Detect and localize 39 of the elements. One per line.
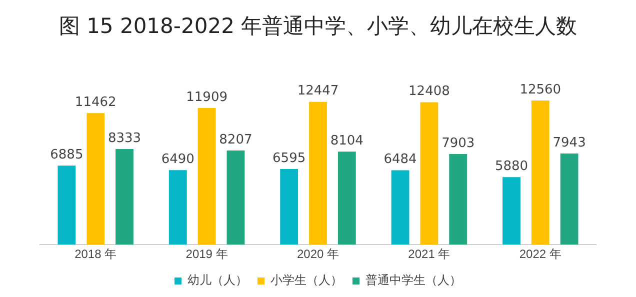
- data-label: 11462: [74, 94, 116, 110]
- data-label: 8207: [219, 132, 252, 148]
- x-tick-label: 2018 年: [74, 247, 117, 262]
- bar: [531, 100, 550, 245]
- legend-label: 普通中学生（人）: [366, 273, 462, 288]
- data-label: 8333: [108, 130, 142, 146]
- bar: [280, 168, 298, 245]
- data-label: 12560: [520, 82, 562, 98]
- bar: [168, 170, 187, 245]
- bar: [86, 113, 105, 245]
- legend-label: 小学生（人）: [270, 273, 342, 288]
- legend-label: 幼儿（人）: [188, 273, 248, 288]
- x-tick-label: 2019 年: [186, 247, 228, 262]
- data-label: 5880: [494, 159, 528, 174]
- bar: [58, 166, 76, 245]
- bar: [502, 177, 520, 245]
- x-tick-label: 2022 年: [519, 247, 562, 262]
- data-label: 7903: [442, 136, 475, 151]
- data-label: 11909: [186, 90, 228, 105]
- bar: [226, 150, 245, 245]
- bar: [116, 149, 134, 245]
- chart-title: 图 15 2018-2022 年普通中学、小学、幼儿在校生人数: [58, 13, 578, 40]
- data-label: 8104: [330, 134, 364, 149]
- data-label: 7943: [552, 135, 586, 150]
- data-label: 12447: [297, 84, 339, 99]
- data-label: 6484: [384, 152, 417, 168]
- bar: [449, 154, 468, 245]
- bar: [309, 102, 327, 245]
- data-label: 6490: [161, 152, 194, 168]
- x-tick-label: 2021 年: [408, 247, 450, 262]
- x-tick-label: 2020 年: [296, 247, 340, 262]
- bar: [198, 108, 216, 245]
- bar: [560, 153, 578, 245]
- data-label: 6595: [272, 150, 306, 166]
- bar: [338, 152, 356, 245]
- bar: [420, 102, 438, 245]
- data-label: 12408: [408, 84, 450, 100]
- bar: [391, 170, 410, 245]
- data-label: 6885: [50, 147, 84, 162]
